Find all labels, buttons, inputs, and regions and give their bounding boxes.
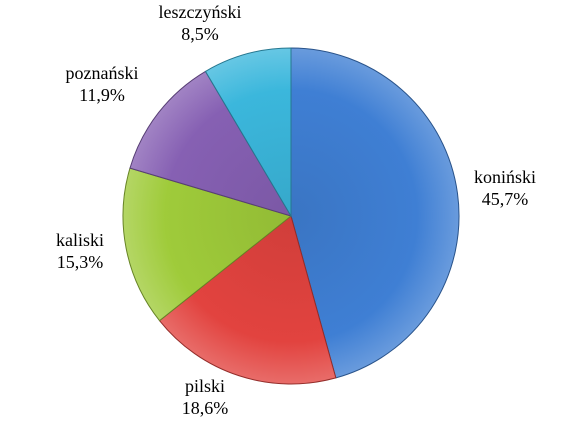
pie-slice-1 bbox=[158, 215, 337, 385]
slice-value-label: 15,3% bbox=[57, 252, 104, 272]
pie-slice-0 bbox=[290, 47, 460, 379]
slice-category-label: leszczyński bbox=[159, 2, 242, 22]
slice-category-label: kaliski bbox=[56, 230, 104, 250]
slice-value-label: 45,7% bbox=[482, 189, 529, 209]
slice-category-label: koniński bbox=[474, 167, 536, 187]
slice-value-label: 11,9% bbox=[79, 85, 125, 105]
slice-value-label: 18,6% bbox=[182, 398, 229, 418]
pie-slice-2 bbox=[122, 167, 293, 322]
slice-category-label: poznański bbox=[66, 63, 139, 83]
pie-slice-4 bbox=[204, 47, 292, 218]
slice-value-label: 8,5% bbox=[181, 24, 219, 44]
pie-slice-3 bbox=[129, 70, 293, 217]
pie-slices bbox=[122, 47, 460, 385]
slice-category-label: pilski bbox=[185, 376, 225, 396]
